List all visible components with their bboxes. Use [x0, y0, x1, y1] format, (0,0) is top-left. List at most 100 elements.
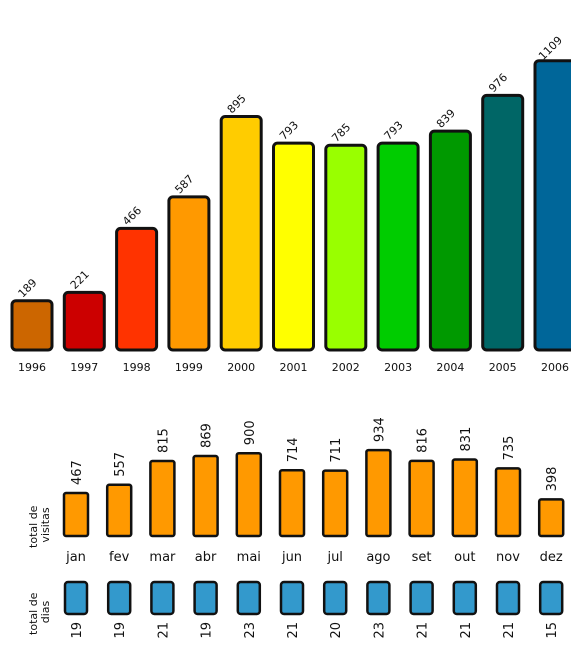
annual-bar	[219, 115, 263, 352]
annual-value-label: 189	[16, 276, 40, 300]
monthly-visits-value-label: 735	[502, 436, 517, 461]
annual-bar	[167, 195, 211, 352]
monthly-visits-bar	[408, 459, 435, 538]
annual-bar	[115, 226, 159, 352]
annual-bar	[272, 141, 315, 352]
month-label: ago	[366, 550, 390, 565]
annual-bar	[10, 299, 54, 352]
annual-year-label: 1997	[70, 361, 98, 374]
monthly-days-box	[322, 580, 348, 616]
month-label: abr	[195, 550, 217, 565]
monthly-days-box	[63, 580, 89, 616]
monthly-visits-bar	[451, 458, 479, 538]
monthly-visits-value-label: 831	[459, 427, 474, 452]
annual-year-label: 2000	[227, 361, 255, 374]
annual-bar	[533, 59, 571, 352]
monthly-visits-bar	[494, 467, 522, 538]
monthly-days-value-label: 19	[70, 622, 85, 639]
days-axis-label: total de dias	[27, 589, 52, 635]
monthly-days-box	[495, 580, 521, 616]
monthly-visits-value-label: 711	[329, 438, 344, 463]
annual-value-label: 895	[225, 92, 249, 116]
monthly-visits-value-label: 816	[416, 428, 431, 453]
annual-year-label: 2006	[541, 361, 569, 374]
month-label: set	[412, 550, 432, 565]
month-label: jan	[65, 550, 86, 565]
monthly-days-chart: 19 19 21 19 23 21 20 23 21 21 21 15	[63, 580, 564, 639]
monthly-days-value-label: 21	[286, 622, 301, 639]
annual-visits-chart: 189 1996 221 1997 466 1998 587 1999 895 2000 793 20…	[10, 34, 571, 374]
monthly-days-box	[193, 580, 218, 616]
monthly-days-value-label: 19	[200, 622, 215, 639]
monthly-visits-bar	[62, 491, 90, 538]
monthly-visits-bar	[365, 448, 392, 538]
annual-value-label: 466	[120, 204, 144, 228]
visits-axis-label: total de visitas	[27, 502, 52, 548]
monthly-visits-value-label: 467	[70, 460, 85, 485]
monthly-days-box	[150, 580, 175, 616]
monthly-visits-value-label: 869	[200, 423, 215, 448]
annual-value-label: 793	[382, 119, 406, 143]
monthly-visits-value-label: 714	[286, 437, 301, 462]
annual-year-label: 2001	[280, 361, 308, 374]
monthly-days-box	[366, 580, 391, 616]
month-label: nov	[496, 550, 520, 565]
monthly-days-value-label: 23	[372, 622, 387, 639]
monthly-visits-value-label: 398	[545, 467, 560, 492]
annual-bar	[481, 93, 525, 352]
annual-year-label: 1999	[175, 361, 203, 374]
monthly-visits-value-label: 900	[243, 420, 258, 445]
monthly-visits-bar	[105, 483, 133, 538]
days-axis-label-line2: dias	[39, 600, 52, 623]
annual-year-label: 1996	[18, 361, 46, 374]
monthly-days-value-label: 20	[329, 622, 344, 639]
annual-value-label: 1109	[536, 34, 565, 63]
annual-value-label: 587	[172, 172, 196, 196]
monthly-visits-value-label: 557	[113, 452, 128, 477]
monthly-days-value-label: 21	[459, 622, 474, 639]
annual-bar	[376, 141, 420, 352]
annual-bar	[62, 290, 106, 352]
monthly-visits-chart: 467 jan 557 fev 815 mar 869 abr 900 mai 714 jun 711 j…	[62, 417, 565, 565]
annual-value-label: 839	[434, 107, 458, 131]
monthly-days-value-label: 21	[416, 622, 431, 639]
annual-year-label: 2002	[332, 361, 360, 374]
monthly-visits-bar	[321, 469, 349, 538]
month-label: jun	[281, 550, 302, 565]
monthly-visits-bar	[149, 459, 176, 538]
visits-axis-label-line1: total de	[27, 505, 40, 548]
annual-year-label: 2004	[436, 361, 464, 374]
monthly-days-value-label: 15	[545, 622, 560, 639]
month-label: mar	[149, 550, 176, 565]
month-label: dez	[540, 550, 563, 565]
month-label: mai	[237, 550, 261, 565]
annual-year-label: 1998	[123, 361, 151, 374]
monthly-days-box	[538, 580, 564, 616]
month-label: out	[454, 550, 475, 565]
monthly-visits-bar	[235, 451, 263, 538]
visits-axis-label-line2: visitas	[39, 507, 52, 542]
monthly-days-value-label: 19	[113, 622, 128, 639]
month-label: fev	[109, 550, 130, 565]
monthly-days-box	[452, 580, 478, 616]
monthly-days-box	[409, 580, 434, 616]
monthly-days-value-label: 21	[502, 622, 517, 639]
monthly-visits-bar	[192, 454, 219, 538]
annual-bar	[324, 143, 368, 352]
monthly-days-box	[236, 580, 262, 616]
monthly-visits-value-label: 934	[372, 417, 387, 442]
annual-value-label: 221	[68, 268, 92, 292]
annual-value-label: 793	[277, 119, 301, 143]
annual-bar	[428, 129, 472, 352]
annual-value-label: 976	[486, 71, 510, 95]
annual-year-label: 2003	[384, 361, 412, 374]
annual-year-label: 2005	[489, 361, 517, 374]
monthly-visits-value-label: 815	[156, 428, 171, 453]
monthly-days-box	[279, 580, 305, 616]
month-label: jul	[326, 550, 342, 565]
days-axis-label-line1: total de	[27, 592, 40, 635]
monthly-days-value-label: 21	[156, 622, 171, 639]
annual-value-label: 785	[329, 121, 353, 145]
monthly-days-box	[106, 580, 132, 616]
